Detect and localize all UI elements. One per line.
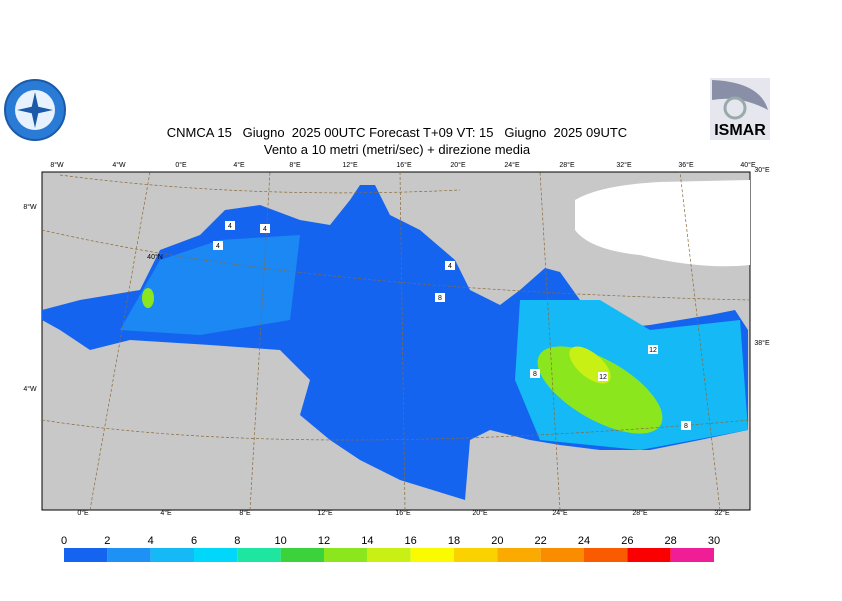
contour-label: 12	[649, 347, 657, 354]
graticule-label: 40°E	[740, 161, 756, 169]
contour-label: 8	[533, 371, 537, 378]
graticule-label: 4°W	[23, 385, 37, 393]
contour-label-bg	[260, 224, 270, 233]
colorbar-label: 0	[61, 535, 67, 547]
graticule-label: 32°E	[714, 509, 730, 517]
colorbar-label: 6	[191, 535, 197, 547]
contour-label-bg	[598, 372, 608, 381]
outside-domain	[575, 180, 750, 267]
graticule-label: 20°E	[472, 509, 488, 517]
colorbar-label: 2	[104, 535, 110, 547]
contour-label-bg	[530, 369, 540, 378]
contour-label-bg	[225, 221, 235, 230]
contour-label: 4	[228, 223, 232, 230]
colorbar-label: 28	[665, 535, 677, 547]
contour-label: 4	[216, 243, 220, 250]
graticule-label: 8°E	[289, 161, 301, 169]
colorbar-label: 4	[148, 535, 154, 547]
graticule-label: 0°E	[77, 509, 89, 517]
left-logo	[4, 79, 66, 141]
colorbar-label: 30	[708, 535, 720, 547]
colorbar-segment	[64, 548, 108, 562]
subtitle: Vento a 10 metri (metri/sec) + direzione…	[264, 142, 531, 157]
colorbar-label: 12	[318, 535, 330, 547]
contour-label-bg	[681, 421, 691, 430]
wind-area	[120, 235, 300, 335]
colorbar-label: 14	[361, 535, 373, 547]
contour-label-bg	[445, 261, 455, 270]
colorbar-label: 20	[491, 535, 503, 547]
graticule-label: 38°E	[754, 339, 770, 347]
graticule-label: 16°E	[396, 161, 412, 169]
wind-area	[142, 288, 154, 308]
graticule-label: 30°E	[754, 166, 770, 174]
contour-label: 4	[263, 226, 267, 233]
colorbar-segment	[194, 548, 238, 562]
contour-label: 4	[448, 263, 452, 270]
graticule-label: 8°W	[50, 161, 64, 169]
map	[41, 171, 751, 511]
colorbar-segment	[367, 548, 411, 562]
right-logo: ISMAR	[710, 78, 770, 140]
graticule-label: 28°E	[632, 509, 648, 517]
colorbar-label: 10	[275, 535, 287, 547]
contour-label: 8	[438, 295, 442, 302]
graticule-label: 4°W	[112, 161, 126, 169]
graticule-label: 8°W	[23, 203, 37, 211]
graticule-label: 12°E	[317, 509, 333, 517]
graticule-label: 20°E	[450, 161, 466, 169]
graticule-label: 24°E	[504, 161, 520, 169]
contour-label: 8	[684, 423, 688, 430]
colorbar-segment	[107, 548, 151, 562]
colorbar-segment	[237, 548, 281, 562]
graticule-label: 16°E	[395, 509, 411, 517]
colorbar-segment	[410, 548, 454, 562]
colorbar-label: 8	[234, 535, 240, 547]
contour-label: 12	[599, 374, 607, 381]
graticule-label: 32°E	[616, 161, 632, 169]
logo-text: ISMAR	[714, 122, 766, 139]
graticule-label: 36°E	[678, 161, 694, 169]
colorbar-segment	[670, 548, 714, 562]
colorbar-segment	[150, 548, 194, 562]
colorbar-label: 18	[448, 535, 460, 547]
graticule-label: 28°E	[559, 161, 575, 169]
contour-label-bg	[435, 293, 445, 302]
colorbar-segment	[627, 548, 671, 562]
colorbar-label: 16	[405, 535, 417, 547]
graticule-label: 8°E	[239, 509, 251, 517]
contour-label-bg	[648, 345, 658, 354]
colorbar-segment	[584, 548, 628, 562]
graticule-label: 40°N	[147, 253, 163, 261]
colorbar-label: 24	[578, 535, 590, 547]
graticule	[41, 171, 751, 511]
colorbar-label: 26	[621, 535, 633, 547]
colorbar-segment	[497, 548, 541, 562]
title: CNMCA 15 Giugno 2025 00UTC Forecast T+09…	[167, 125, 627, 140]
colorbar-segment	[454, 548, 498, 562]
graticule-label: 4°E	[233, 161, 245, 169]
colorbar-segment	[540, 548, 584, 562]
graticule-label: 0°E	[175, 161, 187, 169]
contour-label-bg	[213, 241, 223, 250]
graticule-label: 4°E	[160, 509, 172, 517]
wind-area	[537, 346, 663, 434]
graticule-label: 24°E	[552, 509, 568, 517]
graticule-label: 12°E	[342, 161, 358, 169]
colorbar-segment	[280, 548, 324, 562]
colorbar-label: 22	[535, 535, 547, 547]
colorbar-segment	[324, 548, 368, 562]
